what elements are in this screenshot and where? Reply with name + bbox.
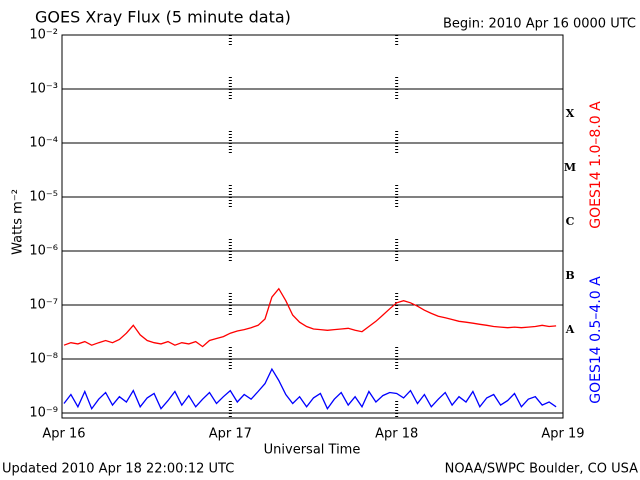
- legend-label: GOES14 1.0–8.0 A: [588, 101, 604, 229]
- y-tick-label: 10⁻²: [29, 28, 58, 43]
- x-tick-label: Apr 16: [42, 427, 85, 442]
- flare-class-label: A: [565, 323, 575, 336]
- flare-class-label: B: [565, 269, 574, 282]
- flare-class-label: X: [566, 107, 575, 120]
- footer-left: Updated 2010 Apr 18 22:00:12 UTC: [2, 462, 234, 477]
- plot-frame: [61, 34, 564, 419]
- y-tick-label: 10⁻⁴: [29, 136, 58, 151]
- x-tick-label: Apr 19: [541, 427, 584, 442]
- footer-right: NOAA/SWPC Boulder, CO USA: [445, 462, 638, 477]
- y-tick-label: 10⁻⁸: [29, 352, 58, 367]
- y-tick-label: 10⁻⁵: [29, 190, 58, 205]
- chart-subtitle: Begin: 2010 Apr 16 0000 UTC: [443, 17, 636, 32]
- series-line: [63, 367, 557, 411]
- y-tick-label: 10⁻⁷: [29, 298, 58, 313]
- legend-label: GOES14 0.5–4.0 A: [588, 276, 604, 404]
- x-axis-label: Universal Time: [264, 443, 361, 458]
- x-tick-label: Apr 17: [209, 427, 252, 442]
- flare-class-label: C: [566, 215, 575, 228]
- y-tick-label: 10⁻³: [29, 82, 58, 97]
- chart-title: GOES Xray Flux (5 minute data): [35, 8, 291, 27]
- flare-class-label: M: [564, 161, 576, 174]
- y-axis-label: Watts m⁻²: [11, 189, 26, 255]
- y-tick-label: 10⁻⁹: [29, 406, 58, 421]
- x-tick-label: Apr 18: [375, 427, 418, 442]
- series-line: [63, 287, 557, 348]
- y-tick-label: 10⁻⁶: [29, 244, 58, 259]
